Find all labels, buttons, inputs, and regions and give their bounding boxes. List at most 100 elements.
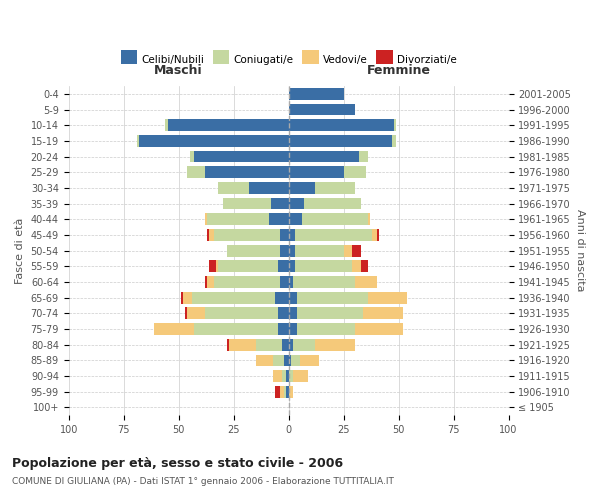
Bar (289, 260, 295, 272)
Bar (192, 292, 275, 304)
Bar (194, 323, 278, 335)
Bar (282, 370, 286, 382)
Bar (361, 260, 368, 272)
Bar (280, 245, 289, 256)
Bar (289, 386, 293, 398)
Bar (209, 229, 214, 241)
Bar (218, 182, 249, 194)
Text: Maschi: Maschi (154, 64, 203, 76)
Bar (280, 276, 289, 288)
Bar (273, 354, 284, 366)
Bar (352, 260, 361, 272)
Bar (289, 104, 355, 116)
Bar (154, 323, 194, 335)
Bar (315, 182, 355, 194)
Text: Femmine: Femmine (367, 64, 431, 76)
Bar (278, 308, 289, 319)
Bar (364, 308, 403, 319)
Bar (289, 214, 302, 225)
Bar (289, 166, 344, 178)
Bar (227, 245, 280, 256)
Bar (289, 323, 298, 335)
Bar (167, 120, 289, 131)
Bar (278, 323, 289, 335)
Bar (359, 150, 368, 162)
Bar (256, 354, 273, 366)
Bar (223, 198, 271, 209)
Bar (355, 276, 377, 288)
Bar (295, 260, 352, 272)
Bar (166, 120, 167, 131)
Bar (207, 276, 214, 288)
Bar (289, 135, 392, 147)
Bar (205, 166, 289, 178)
Bar (181, 292, 183, 304)
Text: Popolazione per età, sesso e stato civile - 2006: Popolazione per età, sesso e stato civil… (12, 458, 343, 470)
Bar (214, 276, 280, 288)
Bar (214, 229, 280, 241)
Bar (289, 245, 295, 256)
Bar (207, 214, 269, 225)
Bar (368, 214, 370, 225)
Bar (216, 260, 218, 272)
Bar (344, 245, 352, 256)
Bar (289, 276, 293, 288)
Y-axis label: Fasce di età: Fasce di età (15, 218, 25, 284)
Bar (293, 370, 308, 382)
Bar (377, 229, 379, 241)
Bar (227, 339, 229, 350)
Bar (282, 339, 289, 350)
Bar (289, 120, 394, 131)
Bar (280, 229, 289, 241)
Bar (229, 339, 256, 350)
Bar (295, 245, 344, 256)
Bar (207, 229, 209, 241)
Bar (209, 260, 216, 272)
Bar (256, 339, 282, 350)
Bar (289, 354, 291, 366)
Bar (295, 229, 372, 241)
Bar (269, 214, 289, 225)
Bar (278, 260, 289, 272)
Bar (289, 308, 298, 319)
Bar (302, 214, 368, 225)
Bar (289, 292, 298, 304)
Bar (187, 308, 205, 319)
Bar (280, 386, 284, 398)
Bar (139, 135, 289, 147)
Bar (187, 166, 205, 178)
Bar (205, 308, 278, 319)
Bar (273, 370, 282, 382)
Bar (352, 245, 361, 256)
Bar (293, 276, 355, 288)
Bar (289, 370, 293, 382)
Bar (289, 88, 344, 100)
Bar (249, 182, 289, 194)
Bar (275, 292, 289, 304)
Bar (218, 260, 278, 272)
Bar (205, 276, 207, 288)
Bar (284, 386, 286, 398)
Bar (355, 323, 403, 335)
Bar (394, 120, 397, 131)
Bar (275, 386, 280, 398)
Bar (289, 339, 293, 350)
Bar (392, 135, 397, 147)
Bar (344, 166, 365, 178)
Bar (289, 229, 295, 241)
Legend: Celibi/Nubili, Coniugati/e, Vedovi/e, Divorziati/e: Celibi/Nubili, Coniugati/e, Vedovi/e, Di… (118, 52, 460, 68)
Bar (286, 386, 289, 398)
Text: COMUNE DI GIULIANA (PA) - Dati ISTAT 1° gennaio 2006 - Elaborazione TUTTITALIA.I: COMUNE DI GIULIANA (PA) - Dati ISTAT 1° … (12, 478, 394, 486)
Bar (315, 339, 355, 350)
Bar (183, 292, 192, 304)
Bar (205, 214, 207, 225)
Bar (137, 135, 139, 147)
Bar (304, 198, 361, 209)
Y-axis label: Anni di nascita: Anni di nascita (575, 210, 585, 292)
Bar (368, 292, 407, 304)
Bar (289, 198, 304, 209)
Bar (298, 323, 355, 335)
Bar (293, 339, 315, 350)
Bar (284, 354, 289, 366)
Bar (271, 198, 289, 209)
